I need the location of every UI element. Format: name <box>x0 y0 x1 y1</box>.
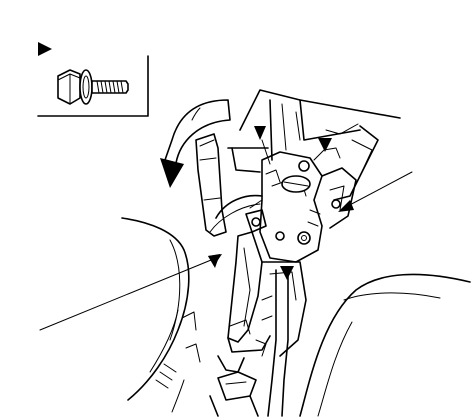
arrowhead-icon <box>338 200 354 212</box>
triangle-marker-icon <box>254 126 266 140</box>
center-console <box>121 217 201 413</box>
dash-panel <box>227 89 401 201</box>
leader-line <box>261 139 271 165</box>
flange-bolt-icon <box>57 69 129 105</box>
leader-line <box>39 257 217 331</box>
triangle-marker-icon <box>318 138 332 152</box>
floor-tunnel <box>299 273 471 417</box>
legend-box <box>37 42 149 117</box>
leader-line <box>343 171 413 209</box>
callouts <box>39 139 413 331</box>
lever-mechanism <box>245 147 357 263</box>
lever-bracket <box>209 231 307 417</box>
triangle-marker-icon <box>208 254 220 268</box>
brake-lever-handle <box>195 133 263 237</box>
bolt-markers <box>208 126 332 280</box>
curved-arrow-icon <box>160 99 231 188</box>
triangle-marker-icon <box>280 266 294 280</box>
legend-triangle-marker-icon <box>38 42 52 56</box>
